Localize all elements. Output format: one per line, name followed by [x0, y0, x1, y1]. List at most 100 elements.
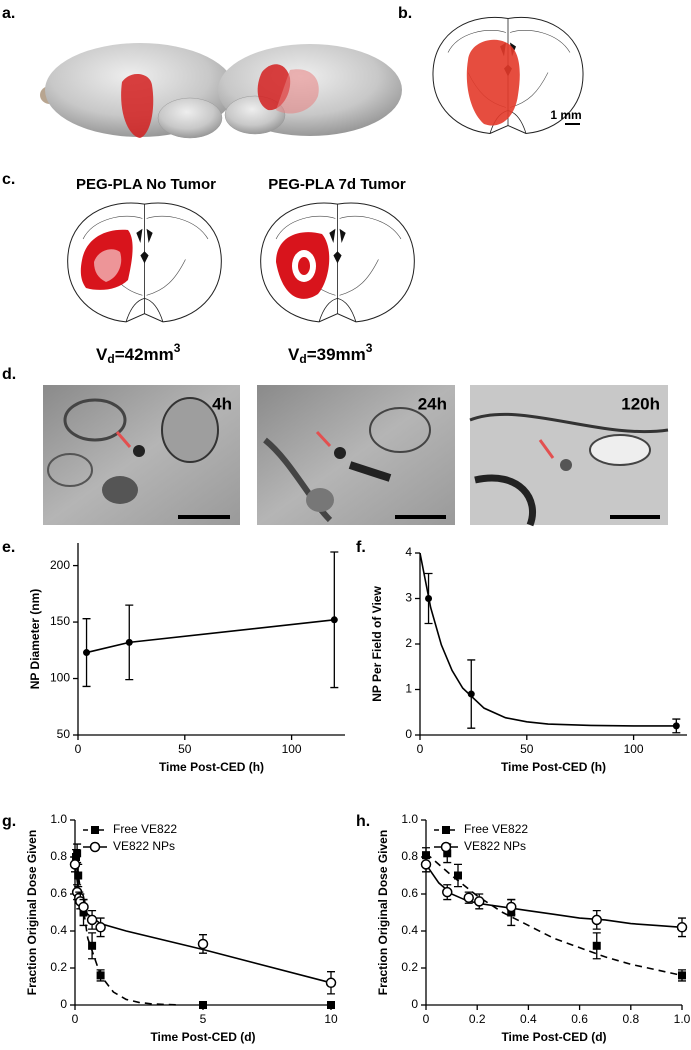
marker: [463, 892, 475, 903]
x-tick-label: 5: [200, 1012, 207, 1026]
volume-label: Vd=39mm3: [288, 341, 373, 366]
x-tick-label: 10: [324, 1012, 338, 1026]
y-axis-label: Fraction Original Dose Given: [376, 830, 390, 995]
volume-label: Vd=42mm3: [96, 341, 181, 366]
marker: [199, 1001, 207, 1009]
time-label: 120h: [621, 394, 660, 413]
y-tick-label: 0: [60, 997, 67, 1011]
time-label: 24h: [418, 394, 447, 413]
marker: [88, 941, 97, 950]
y-tick-label: 0.4: [401, 923, 418, 937]
micrograph: [43, 385, 240, 525]
y-tick-label: 0.6: [50, 886, 67, 900]
marker: [197, 938, 209, 950]
x-tick-label: 0: [72, 1012, 79, 1026]
panel-label: g.: [2, 813, 16, 830]
scale-bar-label: 1 mm: [550, 108, 581, 122]
y-axis-label: Fraction Original Dose Given: [25, 830, 39, 995]
marker: [473, 896, 485, 907]
x-tick-label: 100: [624, 742, 644, 756]
marker: [73, 849, 82, 858]
y-axis-label: NP Per Field of View: [370, 586, 384, 702]
marker: [467, 690, 475, 698]
y-tick-label: 100: [50, 671, 70, 685]
y-tick-label: 4: [405, 545, 412, 559]
marker: [96, 971, 105, 980]
panel-label: e.: [2, 539, 15, 556]
x-tick-label: 0.8: [622, 1012, 639, 1026]
x-tick-label: 50: [178, 742, 192, 756]
panel-label: c.: [2, 171, 15, 188]
x-axis-label: Time Post-CED (h): [159, 760, 264, 774]
fit-curve: [74, 864, 332, 984]
y-tick-label: 0.2: [50, 960, 67, 974]
brain-render-left: [40, 43, 235, 139]
panel-label: b.: [398, 5, 412, 22]
marker: [678, 971, 686, 980]
volume-value: =42mm: [115, 345, 174, 364]
x-tick-label: 0.2: [469, 1012, 486, 1026]
marker: [422, 851, 430, 860]
volume-symbol: V: [288, 345, 300, 364]
x-tick-label: 0: [417, 742, 424, 756]
y-tick-label: 0.2: [401, 960, 418, 974]
section-title: PEG-PLA 7d Tumor: [268, 176, 406, 193]
legend-label: Free VE822: [113, 822, 177, 836]
volume-subscript: d: [299, 352, 306, 366]
y-tick-label: 150: [50, 614, 70, 628]
y-tick-label: 50: [57, 727, 71, 741]
marker: [425, 595, 433, 602]
marker: [591, 914, 603, 926]
x-axis-label: Time Post-CED (d): [501, 1030, 606, 1044]
y-tick-label: 0: [405, 727, 412, 741]
marker: [83, 649, 91, 657]
marker: [676, 922, 688, 933]
x-tick-label: 1.0: [674, 1012, 691, 1026]
marker: [125, 638, 133, 646]
y-tick-label: 200: [50, 558, 70, 572]
y-tick-label: 0: [411, 997, 418, 1011]
legend-marker: [89, 841, 101, 853]
marker: [86, 914, 98, 926]
marker: [78, 901, 89, 913]
marker: [74, 871, 83, 880]
marker: [592, 941, 601, 950]
y-tick-label: 1.0: [401, 812, 418, 826]
y-tick-label: 0.6: [401, 886, 418, 900]
x-tick-label: 100: [282, 742, 302, 756]
fit-curve: [425, 852, 683, 977]
data-line: [86, 619, 335, 654]
y-tick-label: 3: [405, 591, 412, 605]
panel-label: a.: [2, 5, 15, 22]
marker: [327, 1001, 335, 1009]
marker: [420, 859, 432, 870]
coronal-section: [67, 202, 222, 323]
fit-curve: [419, 552, 677, 727]
x-axis-label: Time Post-CED (h): [501, 760, 606, 774]
y-tick-label: 0.8: [401, 849, 418, 863]
marker: [69, 859, 81, 870]
x-tick-label: 0.6: [571, 1012, 588, 1026]
legend-marker: [91, 826, 99, 834]
panel-label: d.: [2, 366, 16, 383]
y-tick-label: 2: [405, 636, 412, 650]
panel-label: h.: [356, 813, 370, 830]
legend-marker: [442, 826, 450, 834]
x-tick-label: 50: [520, 742, 534, 756]
marker: [330, 616, 338, 624]
x-tick-label: 0: [423, 1012, 430, 1026]
volume-value: =39mm: [307, 345, 366, 364]
micrograph: [257, 385, 455, 525]
marker: [441, 886, 453, 898]
volume-superscript: 3: [174, 341, 181, 355]
legend-label: VE822 NPs: [464, 839, 526, 853]
volume-symbol: V: [96, 345, 108, 364]
y-axis-label: NP Diameter (nm): [28, 589, 42, 689]
y-tick-label: 0.4: [50, 923, 67, 937]
section-title: PEG-PLA No Tumor: [76, 176, 216, 193]
coronal-section: [260, 202, 415, 323]
legend-label: Free VE822: [464, 822, 528, 836]
marker: [672, 722, 680, 730]
